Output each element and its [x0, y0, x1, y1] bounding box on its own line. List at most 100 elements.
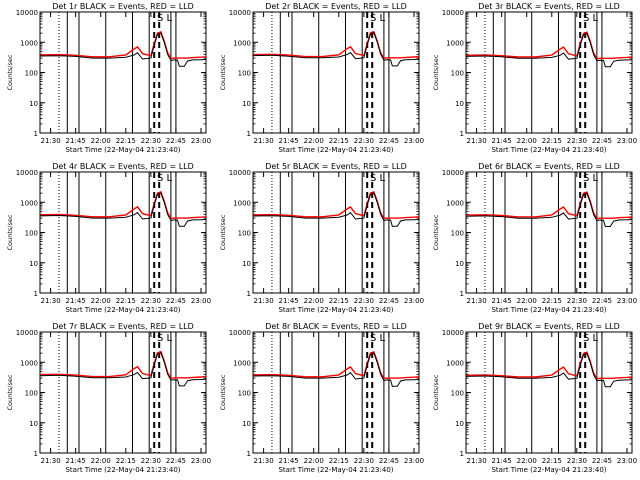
y-tick-label: 100 — [25, 390, 38, 398]
series-line-lld — [252, 191, 420, 220]
x-tick-label: 22:15 — [329, 137, 349, 145]
y-tick-label: 10 — [242, 260, 251, 268]
x-tick-label: 22:00 — [304, 297, 324, 305]
x-tick-label: 22:45 — [592, 457, 612, 465]
x-tick-label: 21:45 — [492, 457, 512, 465]
x-axis-label: Start Time (22-May-04 21:23:40) — [491, 466, 606, 474]
detector-panel-2: Det 2r BLACK = Events, RED = LLD S L 1 10 10… — [219, 2, 424, 154]
x-tick-label: 22:00 — [517, 457, 537, 465]
overlay-glyphs: S L — [157, 13, 173, 24]
x-tick-label: 22:45 — [379, 137, 399, 145]
y-tick-label: 10 — [29, 100, 38, 108]
x-tick-label: 22:30 — [354, 457, 374, 465]
x-tick-label: 22:45 — [379, 297, 399, 305]
x-tick-label: 22:00 — [517, 297, 537, 305]
series-line-events — [39, 32, 207, 67]
x-tick-label: 22:30 — [141, 457, 161, 465]
y-tick-label: 10 — [29, 260, 38, 268]
x-tick-label: 21:30 — [40, 297, 60, 305]
y-tick-label: 1 — [34, 290, 38, 298]
y-tick-label: 10000 — [229, 169, 251, 177]
x-tick-label: 22:30 — [567, 457, 587, 465]
y-tick-label: 10000 — [442, 169, 464, 177]
y-axis-label: Counts/sec — [219, 54, 227, 90]
y-tick-label: 10000 — [16, 329, 38, 337]
series-line-events — [465, 352, 633, 388]
x-axis-label: Start Time (22-May-04 21:23:40) — [491, 306, 606, 314]
x-axis-label: Start Time (22-May-04 21:23:40) — [278, 466, 393, 474]
chart-title: Det 5r BLACK = Events, RED = LLD — [265, 162, 407, 171]
x-tick-label: 22:45 — [592, 297, 612, 305]
y-axis-label: Counts/sec — [6, 54, 14, 90]
y-tick-label: 10000 — [16, 9, 38, 17]
series-line-lld — [39, 350, 207, 380]
x-tick-label: 22:45 — [166, 297, 186, 305]
y-tick-label: 10000 — [16, 169, 38, 177]
chart-title: Det 3r BLACK = Events, RED = LLD — [478, 2, 620, 11]
overlay-glyphs: S L — [157, 333, 173, 344]
x-tick-label: 22:15 — [116, 297, 136, 305]
x-tick-label: 22:45 — [166, 137, 186, 145]
series-line-events — [39, 352, 207, 387]
x-tick-label: 22:30 — [141, 137, 161, 145]
x-tick-label: 23:00 — [191, 137, 211, 145]
y-tick-label: 1000 — [233, 39, 251, 47]
x-axis-label: Start Time (22-May-04 21:23:40) — [278, 306, 393, 314]
y-tick-label: 100 — [238, 70, 251, 78]
x-tick-label: 23:00 — [191, 457, 211, 465]
x-tick-label: 23:00 — [404, 137, 424, 145]
plot-frame — [252, 11, 420, 134]
x-tick-label: 22:30 — [354, 297, 374, 305]
series-line-lld — [465, 351, 633, 380]
y-tick-label: 1000 — [446, 359, 464, 367]
y-tick-label: 10000 — [229, 9, 251, 17]
x-tick-label: 22:45 — [166, 457, 186, 465]
x-tick-label: 21:30 — [466, 137, 486, 145]
x-tick-label: 22:15 — [116, 137, 136, 145]
y-tick-label: 10 — [29, 420, 38, 428]
plot-frame — [39, 11, 207, 134]
y-tick-label: 1000 — [446, 39, 464, 47]
chart-title: Det 6r BLACK = Events, RED = LLD — [478, 162, 620, 171]
x-tick-label: 22:00 — [91, 137, 111, 145]
x-tick-label: 22:45 — [592, 137, 612, 145]
y-tick-label: 1000 — [233, 199, 251, 207]
series-line-lld — [465, 31, 633, 60]
overlay-glyphs: S L — [370, 173, 386, 184]
x-tick-label: 21:45 — [279, 137, 299, 145]
chart-title: Det 8r BLACK = Events, RED = LLD — [265, 322, 407, 331]
series-line-events — [39, 192, 207, 227]
chart-title: Det 9r BLACK = Events, RED = LLD — [478, 322, 620, 331]
x-axis-label: Start Time (22-May-04 21:23:40) — [65, 146, 180, 154]
x-tick-label: 21:45 — [492, 297, 512, 305]
y-tick-label: 100 — [451, 70, 464, 78]
x-tick-label: 21:45 — [66, 137, 86, 145]
x-tick-label: 22:00 — [91, 297, 111, 305]
x-tick-label: 22:15 — [542, 297, 562, 305]
plot-frame — [465, 331, 633, 454]
y-tick-label: 1000 — [446, 199, 464, 207]
y-tick-label: 1000 — [233, 359, 251, 367]
series-line-lld — [252, 351, 420, 380]
series-line-lld — [39, 191, 207, 220]
chart-title: Det 7r BLACK = Events, RED = LLD — [52, 322, 194, 331]
x-axis-label: Start Time (22-May-04 21:23:40) — [278, 146, 393, 154]
detector-panel-4: Det 4r BLACK = Events, RED = LLD S L 1 10 10… — [6, 162, 211, 314]
x-tick-label: 23:00 — [404, 297, 424, 305]
x-tick-label: 22:30 — [354, 137, 374, 145]
overlay-glyphs: S L — [370, 13, 386, 24]
series-line-lld — [252, 30, 420, 60]
y-tick-label: 1 — [460, 450, 464, 458]
x-tick-label: 21:45 — [66, 457, 86, 465]
y-tick-label: 100 — [238, 390, 251, 398]
x-tick-label: 23:00 — [191, 297, 211, 305]
x-tick-label: 22:15 — [542, 457, 562, 465]
plot-frame — [252, 171, 420, 294]
overlay-glyphs: S L — [370, 333, 386, 344]
y-tick-label: 100 — [451, 230, 464, 238]
detector-panel-1: Det 1r BLACK = Events, RED = LLD S L 1 10 10… — [6, 2, 211, 154]
x-tick-label: 22:15 — [116, 457, 136, 465]
y-tick-label: 10 — [455, 100, 464, 108]
y-tick-label: 1 — [247, 130, 251, 138]
